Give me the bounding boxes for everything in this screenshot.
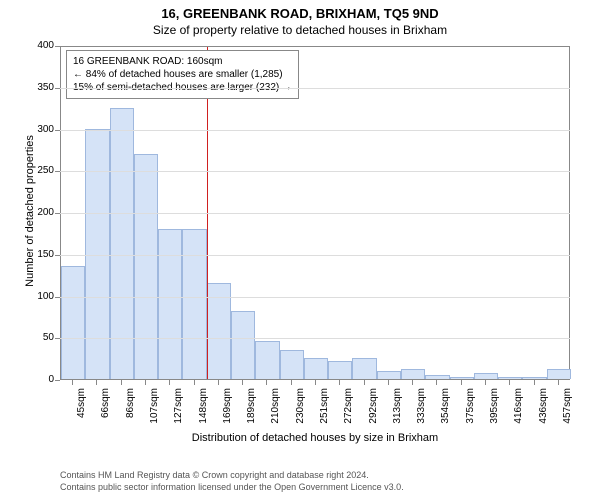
- x-tick-mark: [364, 380, 365, 385]
- grid-line: [60, 213, 570, 214]
- histogram-bar: [498, 377, 522, 380]
- x-tick-label: 436sqm: [538, 388, 549, 428]
- histogram-bar: [255, 341, 279, 379]
- x-axis-label: Distribution of detached houses by size …: [60, 432, 570, 444]
- x-tick-mark: [96, 380, 97, 385]
- y-tick-label: 100: [26, 291, 54, 302]
- x-tick-label: 148sqm: [198, 388, 209, 428]
- histogram-bar: [304, 358, 328, 379]
- histogram-bar: [352, 358, 376, 379]
- x-tick-label: 272sqm: [343, 388, 354, 428]
- grid-line: [60, 88, 570, 89]
- x-tick-label: 210sqm: [270, 388, 281, 428]
- x-tick-label: 333sqm: [416, 388, 427, 428]
- x-tick-label: 416sqm: [513, 388, 524, 428]
- y-tick-mark: [55, 171, 60, 172]
- y-tick-label: 350: [26, 82, 54, 93]
- footer-attribution: Contains HM Land Registry data © Crown c…: [60, 470, 404, 493]
- y-tick-label: 0: [26, 374, 54, 385]
- grid-line: [60, 338, 570, 339]
- histogram-bar: [474, 373, 498, 379]
- x-tick-mark: [242, 380, 243, 385]
- y-tick-mark: [55, 213, 60, 214]
- histogram-bar: [231, 311, 255, 379]
- x-tick-mark: [558, 380, 559, 385]
- x-tick-label: 457sqm: [562, 388, 573, 428]
- x-tick-mark: [121, 380, 122, 385]
- y-tick-label: 400: [26, 40, 54, 51]
- x-tick-label: 230sqm: [295, 388, 306, 428]
- y-tick-mark: [55, 380, 60, 381]
- info-line: ← 84% of detached houses are smaller (1,…: [73, 68, 292, 81]
- info-line: 16 GREENBANK ROAD: 160sqm: [73, 55, 292, 68]
- x-tick-label: 251sqm: [319, 388, 330, 428]
- y-tick-mark: [55, 255, 60, 256]
- x-tick-mark: [72, 380, 73, 385]
- x-tick-mark: [534, 380, 535, 385]
- x-tick-label: 395sqm: [489, 388, 500, 428]
- grid-line: [60, 255, 570, 256]
- x-tick-mark: [145, 380, 146, 385]
- histogram-bar: [182, 229, 206, 379]
- x-tick-mark: [169, 380, 170, 385]
- info-box: 16 GREENBANK ROAD: 160sqm ← 84% of detac…: [66, 50, 299, 99]
- x-tick-mark: [339, 380, 340, 385]
- x-tick-label: 127sqm: [173, 388, 184, 428]
- x-tick-label: 107sqm: [149, 388, 160, 428]
- histogram-bar: [377, 371, 401, 379]
- histogram-bar: [61, 266, 85, 379]
- histogram-bar: [328, 361, 352, 379]
- grid-line: [60, 171, 570, 172]
- histogram-bar: [450, 377, 474, 380]
- chart-container: { "header": { "title": "16, GREENBANK RO…: [0, 0, 600, 500]
- x-tick-label: 354sqm: [440, 388, 451, 428]
- x-tick-label: 45sqm: [76, 388, 87, 428]
- x-tick-label: 375sqm: [465, 388, 476, 428]
- grid-line: [60, 130, 570, 131]
- page-title: 16, GREENBANK ROAD, BRIXHAM, TQ5 9ND: [0, 0, 600, 21]
- y-tick-label: 250: [26, 165, 54, 176]
- x-tick-label: 292sqm: [368, 388, 379, 428]
- x-tick-mark: [436, 380, 437, 385]
- page-subtitle: Size of property relative to detached ho…: [0, 21, 600, 37]
- histogram-bar: [134, 154, 158, 379]
- x-tick-mark: [315, 380, 316, 385]
- histogram-bar: [280, 350, 304, 379]
- x-tick-mark: [291, 380, 292, 385]
- y-tick-mark: [55, 46, 60, 47]
- x-tick-mark: [266, 380, 267, 385]
- x-tick-label: 313sqm: [392, 388, 403, 428]
- histogram-bar: [85, 129, 109, 380]
- x-tick-mark: [461, 380, 462, 385]
- x-tick-mark: [194, 380, 195, 385]
- x-tick-mark: [218, 380, 219, 385]
- x-tick-label: 66sqm: [100, 388, 111, 428]
- y-tick-label: 200: [26, 207, 54, 218]
- y-tick-mark: [55, 338, 60, 339]
- y-tick-label: 150: [26, 249, 54, 260]
- y-tick-mark: [55, 297, 60, 298]
- x-tick-label: 169sqm: [222, 388, 233, 428]
- x-tick-label: 189sqm: [246, 388, 257, 428]
- histogram-bar: [425, 375, 449, 379]
- histogram-bar: [158, 229, 182, 379]
- x-tick-mark: [388, 380, 389, 385]
- y-tick-mark: [55, 88, 60, 89]
- x-tick-mark: [509, 380, 510, 385]
- y-tick-mark: [55, 130, 60, 131]
- histogram-bar: [401, 369, 425, 379]
- x-tick-label: 86sqm: [125, 388, 136, 428]
- footer-line: Contains public sector information licen…: [60, 482, 404, 494]
- footer-line: Contains HM Land Registry data © Crown c…: [60, 470, 404, 482]
- histogram-bar: [547, 369, 571, 379]
- y-tick-label: 50: [26, 332, 54, 343]
- y-tick-label: 300: [26, 124, 54, 135]
- grid-line: [60, 297, 570, 298]
- x-tick-mark: [485, 380, 486, 385]
- x-tick-mark: [412, 380, 413, 385]
- histogram-bar: [522, 377, 546, 380]
